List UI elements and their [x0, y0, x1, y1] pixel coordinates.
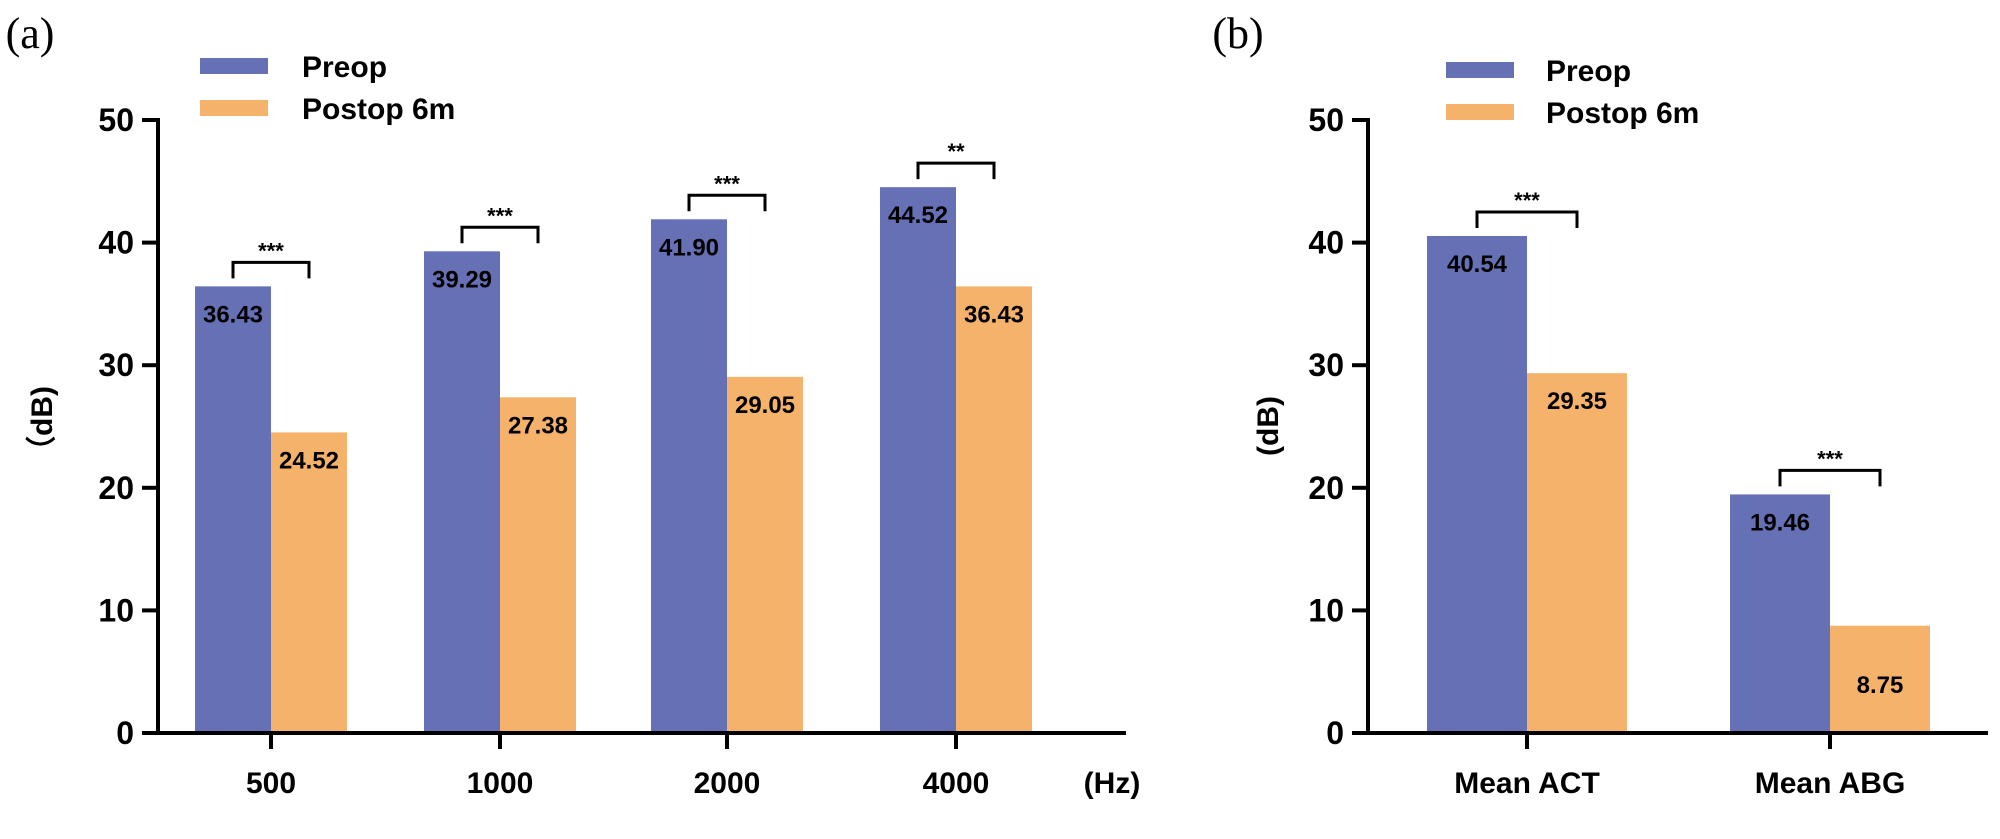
significance-bracket-0 — [231, 260, 311, 279]
significance-mark-1: *** — [1817, 446, 1843, 471]
legend-label-postop: Postop 6m — [1546, 97, 1699, 130]
significance-mark-0: *** — [258, 238, 284, 263]
bar-preop-0 — [1427, 235, 1527, 733]
data-label-postop-1: 27.38 — [508, 412, 568, 439]
y-tick-label-3: 30 — [1308, 347, 1344, 383]
bar-preop-1 — [1730, 494, 1830, 733]
y-tick-label-1: 10 — [98, 592, 134, 628]
bar-postop-1 — [500, 397, 576, 733]
significance-mark-1: *** — [487, 203, 513, 228]
bar-preop-0 — [195, 286, 271, 733]
panel-label-1: (b) — [1212, 9, 1263, 58]
x-tick-label-1: Mean ABG — [1755, 767, 1906, 800]
bar-postop-2 — [727, 376, 803, 733]
significance-bracket-3 — [916, 161, 996, 180]
legend-label-preop: Preop — [1546, 55, 1631, 88]
data-label-preop-3: 44.52 — [888, 202, 948, 229]
legend-swatch-preop — [200, 58, 268, 74]
data-label-preop-0: 36.43 — [203, 301, 263, 328]
y-tick-label-0: 0 — [116, 715, 134, 751]
data-label-postop-3: 36.43 — [964, 301, 1024, 328]
data-label-postop-0: 29.35 — [1547, 388, 1607, 415]
y-axis-label-1: (dB) — [1252, 396, 1285, 456]
y-tick-label-4: 40 — [98, 225, 134, 261]
legend-swatch-postop — [200, 100, 268, 116]
y-tick-label-5: 50 — [1308, 102, 1344, 138]
y-tick-label-5: 50 — [98, 102, 134, 138]
y-axis-label-0: （dB) — [25, 386, 59, 466]
data-label-postop-1: 8.75 — [1857, 672, 1904, 699]
panel-label-0: (a) — [6, 9, 55, 58]
x-tick-label-1: 1000 — [467, 767, 534, 800]
data-label-preop-1: 19.46 — [1750, 509, 1810, 536]
y-tick-label-0: 0 — [1326, 715, 1344, 751]
significance-bracket-1 — [460, 225, 540, 244]
legend-swatch-preop — [1446, 62, 1514, 78]
significance-mark-3: ** — [947, 139, 965, 164]
x-tick-label-0: 500 — [246, 767, 296, 800]
significance-mark-0: *** — [1514, 188, 1540, 213]
y-tick-label-1: 10 — [1308, 592, 1344, 628]
y-tick-label-2: 20 — [98, 470, 134, 506]
bar-postop-1 — [1830, 625, 1930, 733]
significance-mark-2: *** — [714, 171, 740, 196]
bar-preop-3 — [880, 187, 956, 733]
x-axis-unit: (Hz) — [1084, 767, 1141, 800]
legend-label-postop: Postop 6m — [302, 93, 455, 126]
bar-postop-0 — [1527, 373, 1627, 733]
legend-label-preop: Preop — [302, 51, 387, 84]
y-tick-label-2: 20 — [1308, 470, 1344, 506]
data-label-postop-0: 24.52 — [279, 447, 339, 474]
data-label-preop-2: 41.90 — [659, 234, 719, 261]
legend-swatch-postop — [1446, 104, 1514, 120]
y-tick-label-4: 40 — [1308, 225, 1344, 261]
significance-bracket-0 — [1475, 210, 1579, 228]
data-label-preop-1: 39.29 — [432, 266, 492, 293]
bar-preop-2 — [651, 219, 727, 733]
x-tick-label-3: 4000 — [923, 767, 990, 800]
bar-postop-0 — [271, 432, 347, 733]
bar-preop-1 — [424, 251, 500, 733]
data-label-preop-0: 40.54 — [1447, 251, 1508, 278]
bar-postop-3 — [956, 286, 1032, 733]
x-tick-label-2: 2000 — [694, 767, 761, 800]
significance-bracket-2 — [687, 193, 767, 212]
significance-bracket-1 — [1778, 468, 1882, 487]
y-tick-label-3: 30 — [98, 347, 134, 383]
x-tick-label-0: Mean ACT — [1454, 767, 1600, 800]
data-label-postop-2: 29.05 — [735, 392, 795, 419]
